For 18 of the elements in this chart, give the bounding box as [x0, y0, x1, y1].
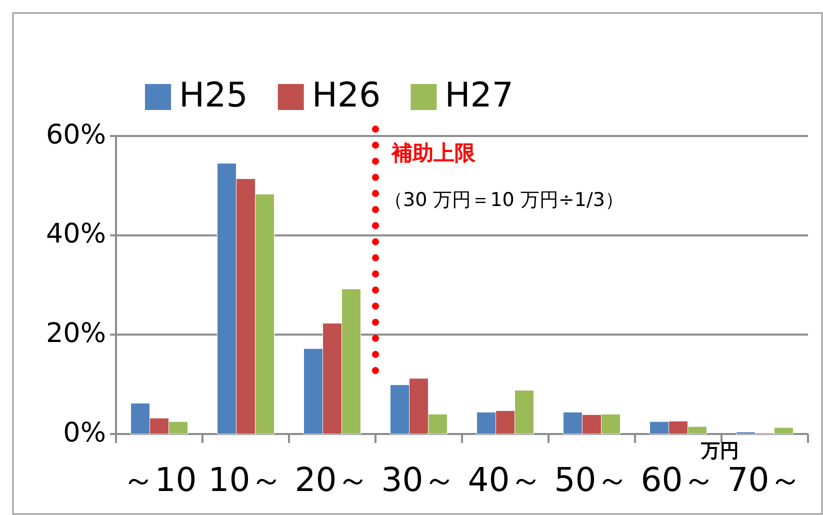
x-tick-label: 70～	[727, 460, 802, 499]
y-tick-label: 0%	[63, 417, 106, 448]
x-tick-label: 60～	[640, 460, 716, 499]
x-tick-label: 20～	[294, 460, 370, 499]
legend-label: H26	[312, 75, 381, 116]
x-tick-label: 10～	[208, 460, 284, 499]
legend-label: H27	[444, 75, 514, 116]
x-tick-label: 30～	[381, 460, 456, 499]
ref-line-label: 補助上限	[390, 141, 476, 165]
legend-label: H25	[179, 75, 248, 116]
y-tick-label: 60%	[46, 119, 106, 150]
x-axis-title: 万円	[700, 440, 739, 462]
x-tick-label: ～10	[122, 460, 197, 499]
y-tick-label: 40%	[46, 218, 106, 250]
y-tick-label: 20%	[46, 318, 106, 350]
annotation: （30 万円＝10 万円÷1/3）	[384, 189, 624, 211]
x-tick-label: 50～	[554, 460, 630, 499]
x-tick-label: 40～	[468, 460, 543, 499]
